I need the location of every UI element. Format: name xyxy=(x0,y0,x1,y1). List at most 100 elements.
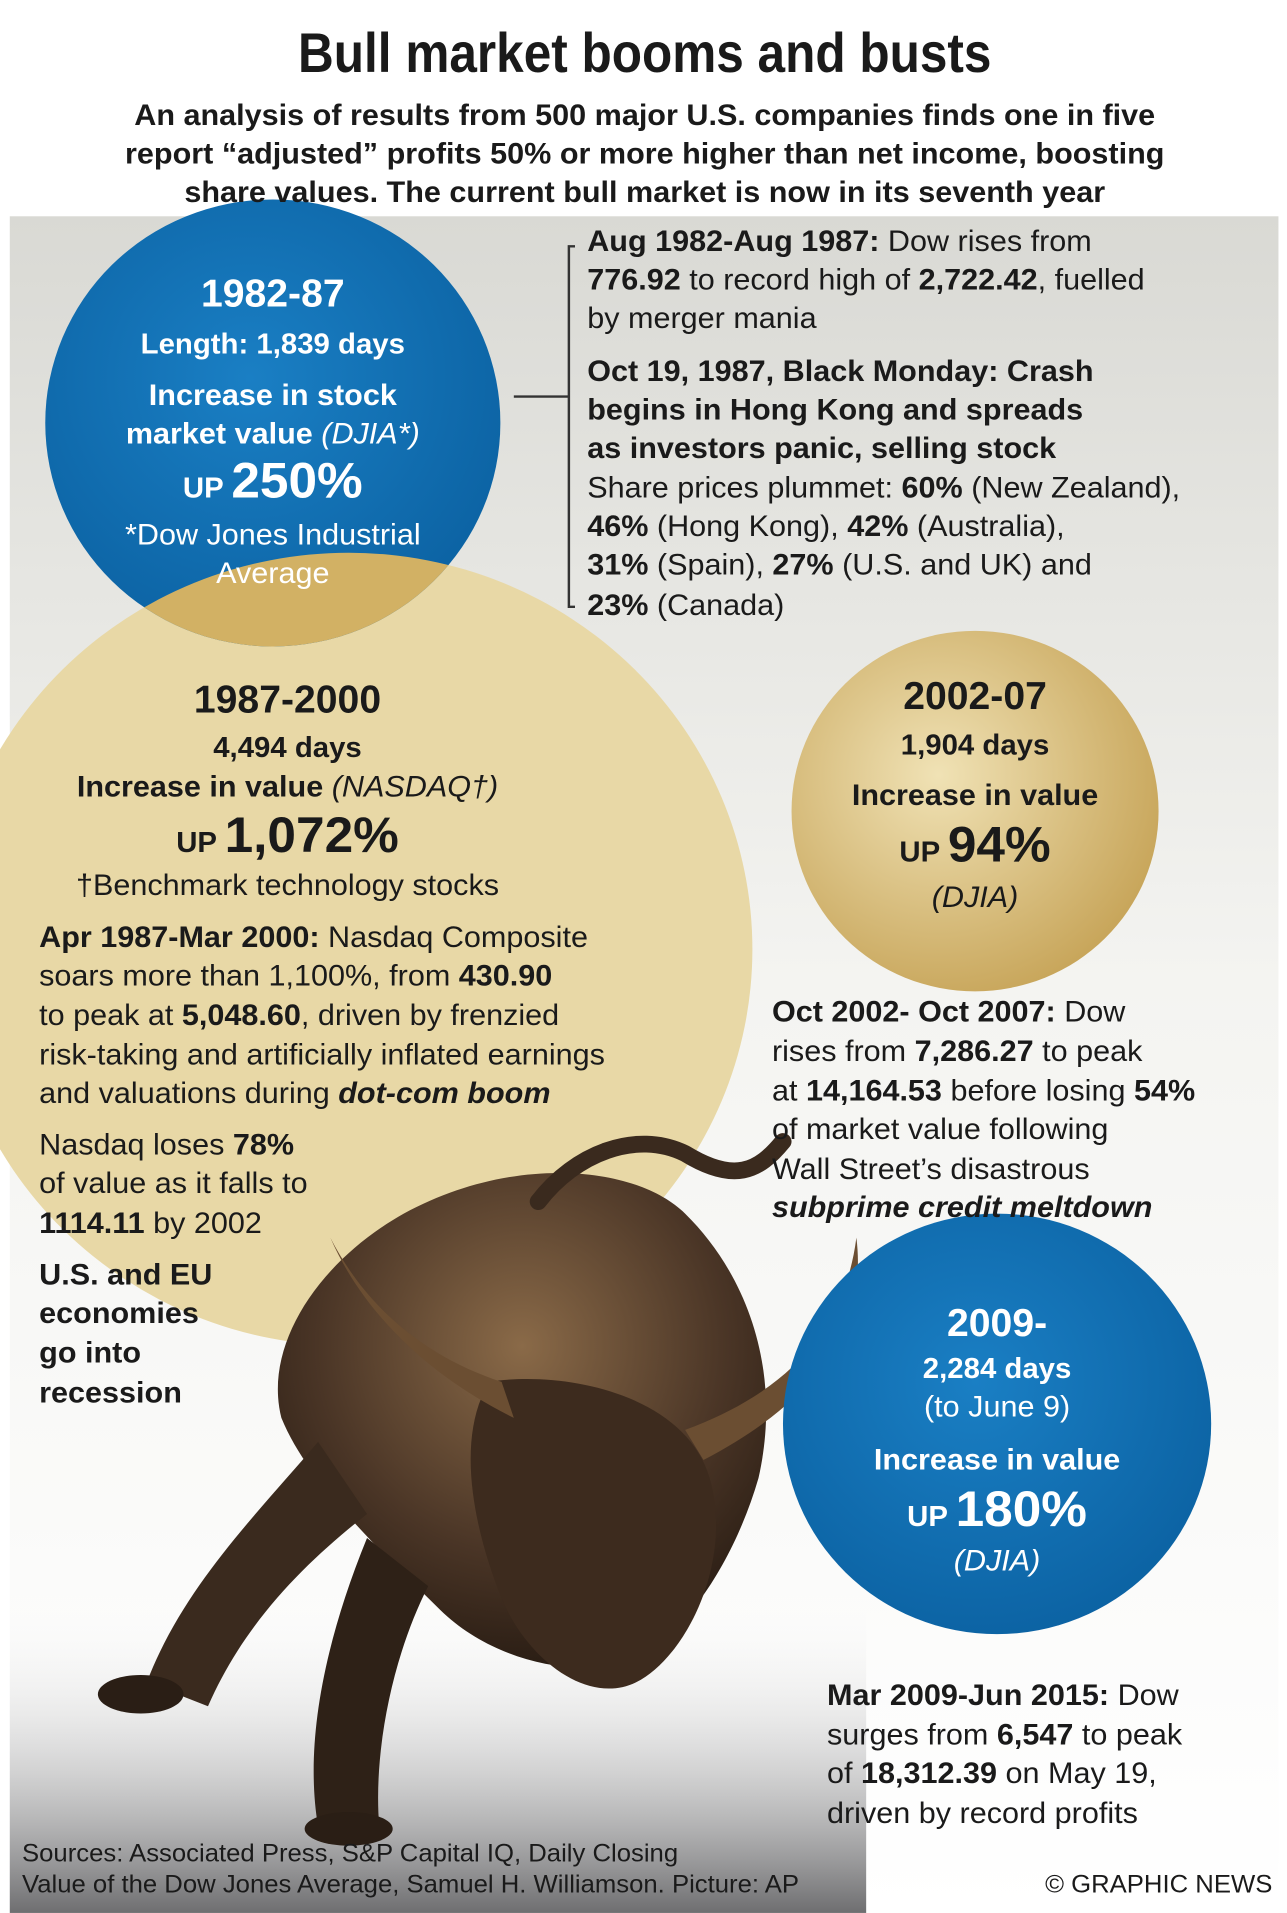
sources: Sources: Associated Press, S&P Capital I… xyxy=(22,1839,678,1867)
bracket xyxy=(513,245,575,609)
text-run: (to June 9) xyxy=(924,1391,1070,1424)
bull-horn xyxy=(330,1237,514,1418)
subtitle: share values. The current bull market is… xyxy=(184,176,1105,209)
text-line: 1987-2000 xyxy=(194,679,381,722)
text-run: Dow xyxy=(1109,1679,1179,1712)
text-line: Mar 2009-Jun 2015: Dow xyxy=(827,1679,1179,1712)
text-line: *Dow Jones Industrial xyxy=(125,519,421,552)
text-run: UP xyxy=(176,827,224,859)
subtitle: An analysis of results from 500 major U.… xyxy=(134,99,1155,132)
text-run: (U.S. and UK) and xyxy=(834,549,1092,582)
text-line: go into xyxy=(39,1337,141,1370)
text-run: dot-com boom xyxy=(338,1077,550,1110)
text-run: go into xyxy=(39,1337,141,1370)
text-run: by 2002 xyxy=(145,1207,262,1240)
text-run: risk-taking and artificially inflated ea… xyxy=(39,1039,605,1072)
text-line: 31% (Spain), 27% (U.S. and UK) and xyxy=(587,549,1092,582)
credit: © GRAPHIC NEWS xyxy=(1045,1871,1272,1899)
text-line: of market value following xyxy=(772,1113,1108,1146)
text-line: of 18,312.39 on May 19, xyxy=(827,1757,1157,1790)
text-line: driven by record profits xyxy=(827,1797,1138,1830)
text-line: UP 1,072% xyxy=(176,806,399,862)
note: Mar 2009-Jun 2015: Dow surges from 6,547 … xyxy=(827,1679,1183,1829)
text-line: Apr 1987-Mar 2000: Nasdaq Composite xyxy=(39,921,588,954)
text-line: soars more than 1,100%, from 430.90 xyxy=(39,960,552,993)
text-line: economies xyxy=(39,1297,199,1330)
text-run: subprime credit meltdown xyxy=(772,1191,1152,1224)
text-run: 27% xyxy=(772,549,833,582)
floor xyxy=(9,1598,867,1913)
text-run: Average xyxy=(216,557,329,590)
content: Bull market booms and busts An analysis … xyxy=(0,24,1279,1913)
text-line: 1982-87 xyxy=(201,273,345,316)
text-run: 776.92 xyxy=(587,264,681,297)
text-run: 1,072% xyxy=(225,806,399,862)
text-run: (Australia), xyxy=(908,510,1064,543)
text-run: UP xyxy=(183,473,231,505)
circle-text: 2009- 2,284 days (to June 9) Increase in va… xyxy=(874,1302,1120,1577)
text-run: (Hong Kong), xyxy=(648,510,847,543)
text-run: 23% xyxy=(587,589,648,622)
bull-leg xyxy=(146,1441,368,1707)
circle-text: 2002-07 1,904 days Increase in value UP 94%… xyxy=(852,675,1098,914)
text-run: 18,312.39 xyxy=(861,1757,997,1790)
text-run: economies xyxy=(39,1297,199,1330)
text-run: Apr 1987-Mar 2000: xyxy=(39,921,319,954)
bull xyxy=(97,1133,858,1846)
text-line: of value as it falls to xyxy=(39,1167,307,1200)
text-run: 2,722.42 xyxy=(919,264,1038,297)
text-run: to peak xyxy=(1073,1719,1183,1752)
note: Aug 1982-Aug 1987: Dow rises from 776.92 … xyxy=(587,225,1180,622)
text-run: 2,284 days xyxy=(923,1353,1072,1385)
text-line: Length: 1,839 days xyxy=(141,328,405,360)
text-line: rises from 7,286.27 to peak xyxy=(772,1035,1143,1068)
text-run: 14,164.53 xyxy=(806,1075,942,1108)
text-run: (Spain), xyxy=(648,549,772,582)
text-run: market value xyxy=(126,418,321,451)
text-line: subprime credit meltdown xyxy=(772,1191,1152,1224)
bull-hoof xyxy=(97,1675,184,1714)
text-run: 4,494 days xyxy=(213,732,362,764)
text-line: risk-taking and artificially inflated ea… xyxy=(39,1039,605,1072)
circle-text: 1987-2000 4,494 days Increase in value (NA… xyxy=(76,679,499,902)
text-run: 42% xyxy=(847,510,908,543)
text-run: surges from xyxy=(827,1719,997,1752)
text-run: *Dow Jones Industrial xyxy=(125,519,421,552)
text-run: Aug 1982-Aug 1987: xyxy=(587,225,879,258)
circle-text: 1982-87 Length: 1,839 days Increase in sto… xyxy=(125,273,421,590)
text-run: Dow rises from xyxy=(879,225,1091,258)
text-run: Mar 2009-Jun 2015: xyxy=(827,1679,1109,1712)
text-run: Increase in value xyxy=(874,1444,1120,1477)
text-run: of market value following xyxy=(772,1113,1108,1146)
text-line: U.S. and EU xyxy=(39,1259,212,1292)
text-line: 776.92 to record high of 2,722.42, fuell… xyxy=(587,264,1144,297)
text-run: 1,904 days xyxy=(901,730,1050,762)
text-line: (DJIA) xyxy=(932,881,1019,914)
text-run: begins in Hong Kong and spreads xyxy=(587,394,1083,427)
text-line: †Benchmark technology stocks xyxy=(76,869,499,902)
circle-2002 xyxy=(791,630,1159,992)
text-run: soars more than 1,100%, from xyxy=(39,960,459,993)
text-run: to peak xyxy=(1034,1035,1144,1068)
text-layer: An analysis of results from 500 major U.… xyxy=(22,99,1272,1898)
text-line: Share prices plummet: 60% (New Zealand), xyxy=(587,472,1180,505)
text-run: 1987-2000 xyxy=(194,679,381,722)
bull-leg xyxy=(313,1538,429,1827)
text-run: 54% xyxy=(1134,1075,1195,1108)
text-line: 23% (Canada) xyxy=(587,589,784,622)
text-line: 2,284 days xyxy=(923,1353,1072,1385)
text-run: before losing xyxy=(942,1075,1134,1108)
text-line: at 14,164.53 before losing 54% xyxy=(772,1075,1195,1108)
note: Oct 2002- Oct 2007: Dow rises from 7,286.… xyxy=(772,996,1195,1225)
text-line: UP 94% xyxy=(899,816,1050,872)
text-line: and valuations during dot-com boom xyxy=(39,1077,550,1110)
text-line: 2002-07 xyxy=(903,675,1047,718)
text-run: as investors panic, selling stock xyxy=(587,432,1056,465)
text-run: , driven by frenzied xyxy=(301,999,559,1032)
text-line: Increase in value xyxy=(852,779,1098,812)
text-run: on May 19, xyxy=(997,1757,1157,1790)
text-run: 1114.11 xyxy=(39,1207,144,1240)
text-run: 7,286.27 xyxy=(915,1035,1034,1068)
